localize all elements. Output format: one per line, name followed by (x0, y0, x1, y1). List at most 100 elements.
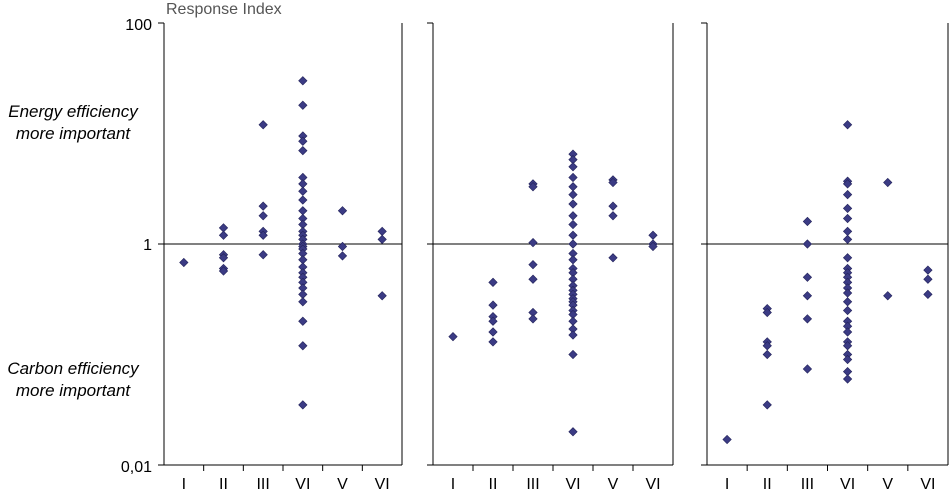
data-point-p1-c4-10 (298, 206, 308, 216)
panel-3-category-label-1: I (725, 476, 729, 493)
data-point-p3-c3-5 (802, 314, 813, 324)
data-point-p2-c4-9 (568, 219, 578, 230)
data-point-p1-c3-6 (258, 250, 268, 260)
panel-1-category-label-6: VI (375, 476, 390, 493)
panel-1-category-label-4: VI (295, 476, 310, 493)
data-point-p1-c6-1 (377, 226, 387, 237)
data-point-p3-c4-4 (842, 189, 853, 200)
data-point-p3-c4-1 (842, 120, 853, 130)
data-point-p2-c6-3 (648, 241, 658, 252)
data-point-p2-c1-1 (448, 332, 458, 342)
data-point-p2-c2-4 (488, 316, 498, 326)
data-point-p1-c4-29 (298, 341, 308, 351)
data-point-p2-c4-5 (568, 182, 578, 192)
data-point-p1-c1-1 (179, 257, 189, 268)
panel-2-category-label-5: V (608, 476, 619, 493)
data-point-p3-c1-1 (722, 434, 732, 445)
data-point-p1-c4-9 (298, 195, 308, 205)
panel-1-category-label-1: I (182, 476, 186, 493)
data-point-p2-c2-1 (488, 277, 498, 287)
data-point-p3-c4-17 (842, 305, 853, 316)
data-point-p2-c2-6 (488, 337, 498, 347)
data-point-p1-c3-2 (258, 201, 268, 211)
data-point-p3-c2-5 (762, 349, 772, 360)
panel-2-category-label-1: I (451, 476, 455, 493)
data-point-p1-c4-28 (298, 316, 308, 326)
data-point-p1-c5-1 (337, 206, 348, 216)
data-point-p3-c4-24 (842, 354, 853, 365)
data-point-p2-c2-2 (488, 300, 498, 310)
panel-3: I II III VI V VI (701, 22, 949, 493)
panel-3-category-label-2: II (763, 476, 772, 493)
panel-3-category-label-5: V (882, 476, 893, 493)
data-point-p2-c3-4 (528, 260, 538, 270)
panels-group: I II III VI V VI I II III VI V VI I II III VI V VI (158, 22, 949, 493)
panel-2-category-label-3: III (526, 476, 539, 493)
data-point-p3-c3-2 (802, 239, 813, 249)
data-point-p1-c3-5 (258, 230, 268, 240)
data-point-p2-c4-4 (568, 172, 578, 183)
data-point-p2-c4-6 (568, 189, 578, 200)
data-point-p3-c4-3 (842, 179, 853, 189)
data-point-p2-c3-3 (528, 237, 538, 248)
data-point-p2-c5-3 (608, 201, 618, 211)
data-point-p3-c3-6 (802, 364, 813, 374)
data-point-p2-c4-10 (568, 230, 578, 240)
data-point-p2-c4-29 (568, 427, 578, 437)
data-point-p3-c4-15 (842, 288, 853, 298)
data-point-p1-c2-2 (218, 230, 229, 240)
data-point-p3-c4-7 (842, 226, 853, 237)
data-point-p2-c3-2 (528, 182, 538, 192)
data-point-p2-c4-8 (568, 211, 578, 221)
panel-3-category-label-6: VI (920, 476, 935, 493)
lower-annotation-line1: Carbon efficiency (7, 359, 140, 378)
data-point-p3-c3-4 (802, 291, 813, 301)
data-point-p1-c4-4 (298, 136, 308, 146)
data-point-p2-c3-5 (528, 274, 538, 284)
data-point-p2-c4-28 (568, 349, 578, 360)
data-point-p2-c4-13 (568, 255, 578, 265)
data-point-p1-c3-3 (258, 211, 268, 221)
panel-2-category-label-4: VI (565, 476, 580, 493)
data-point-p1-c5-3 (337, 251, 348, 261)
y-axis-title: Response Index (166, 1, 282, 18)
y-tick-label-100: 100 (125, 17, 152, 34)
data-point-p3-c6-2 (923, 274, 933, 284)
data-point-p3-c4-20 (842, 327, 853, 337)
data-point-p3-c5-2 (883, 291, 893, 301)
panel-1-category-label-5: V (337, 476, 348, 493)
data-point-p2-c5-4 (608, 211, 618, 221)
data-point-p1-c4-30 (298, 400, 308, 410)
data-point-p1-c2-4 (218, 253, 229, 263)
data-point-p3-c4-16 (842, 297, 853, 307)
panel-1-category-label-3: III (256, 476, 269, 493)
data-point-p1-c5-2 (337, 241, 348, 252)
data-point-p1-c4-8 (298, 186, 308, 196)
data-point-p2-c6-1 (648, 230, 658, 240)
data-point-p1-c4-2 (298, 100, 308, 110)
panel-3-category-label-3: III (801, 476, 814, 493)
panel-2: I II III VI V VI (427, 22, 674, 493)
data-point-p2-c4-3 (568, 162, 578, 172)
data-point-p2-c4-11 (568, 239, 578, 249)
data-point-p1-c4-5 (298, 145, 308, 156)
data-point-p1-c3-1 (258, 120, 268, 130)
data-point-p2-c3-7 (528, 314, 538, 324)
upper-annotation-line2: more important (16, 124, 132, 143)
panel-3-category-label-4: VI (840, 476, 855, 493)
data-point-p3-c2-6 (762, 400, 772, 410)
data-point-p2-c4-7 (568, 199, 578, 209)
data-point-p3-c3-1 (802, 216, 813, 227)
data-point-p2-c5-5 (608, 253, 618, 263)
data-point-p3-c2-2 (762, 307, 772, 318)
panel-2-category-label-2: II (489, 476, 498, 493)
data-point-p3-c3-3 (802, 272, 813, 282)
data-point-p2-c4-25 (568, 316, 578, 326)
data-point-p1-c6-3 (377, 291, 387, 301)
data-point-p1-c4-1 (298, 76, 308, 86)
data-point-p3-c6-3 (923, 289, 933, 300)
panel-1: I II III VI V VI (158, 22, 403, 493)
data-point-p3-c5-1 (883, 177, 893, 188)
data-point-p3-c4-9 (842, 253, 853, 263)
data-point-p1-c4-27 (298, 297, 308, 307)
